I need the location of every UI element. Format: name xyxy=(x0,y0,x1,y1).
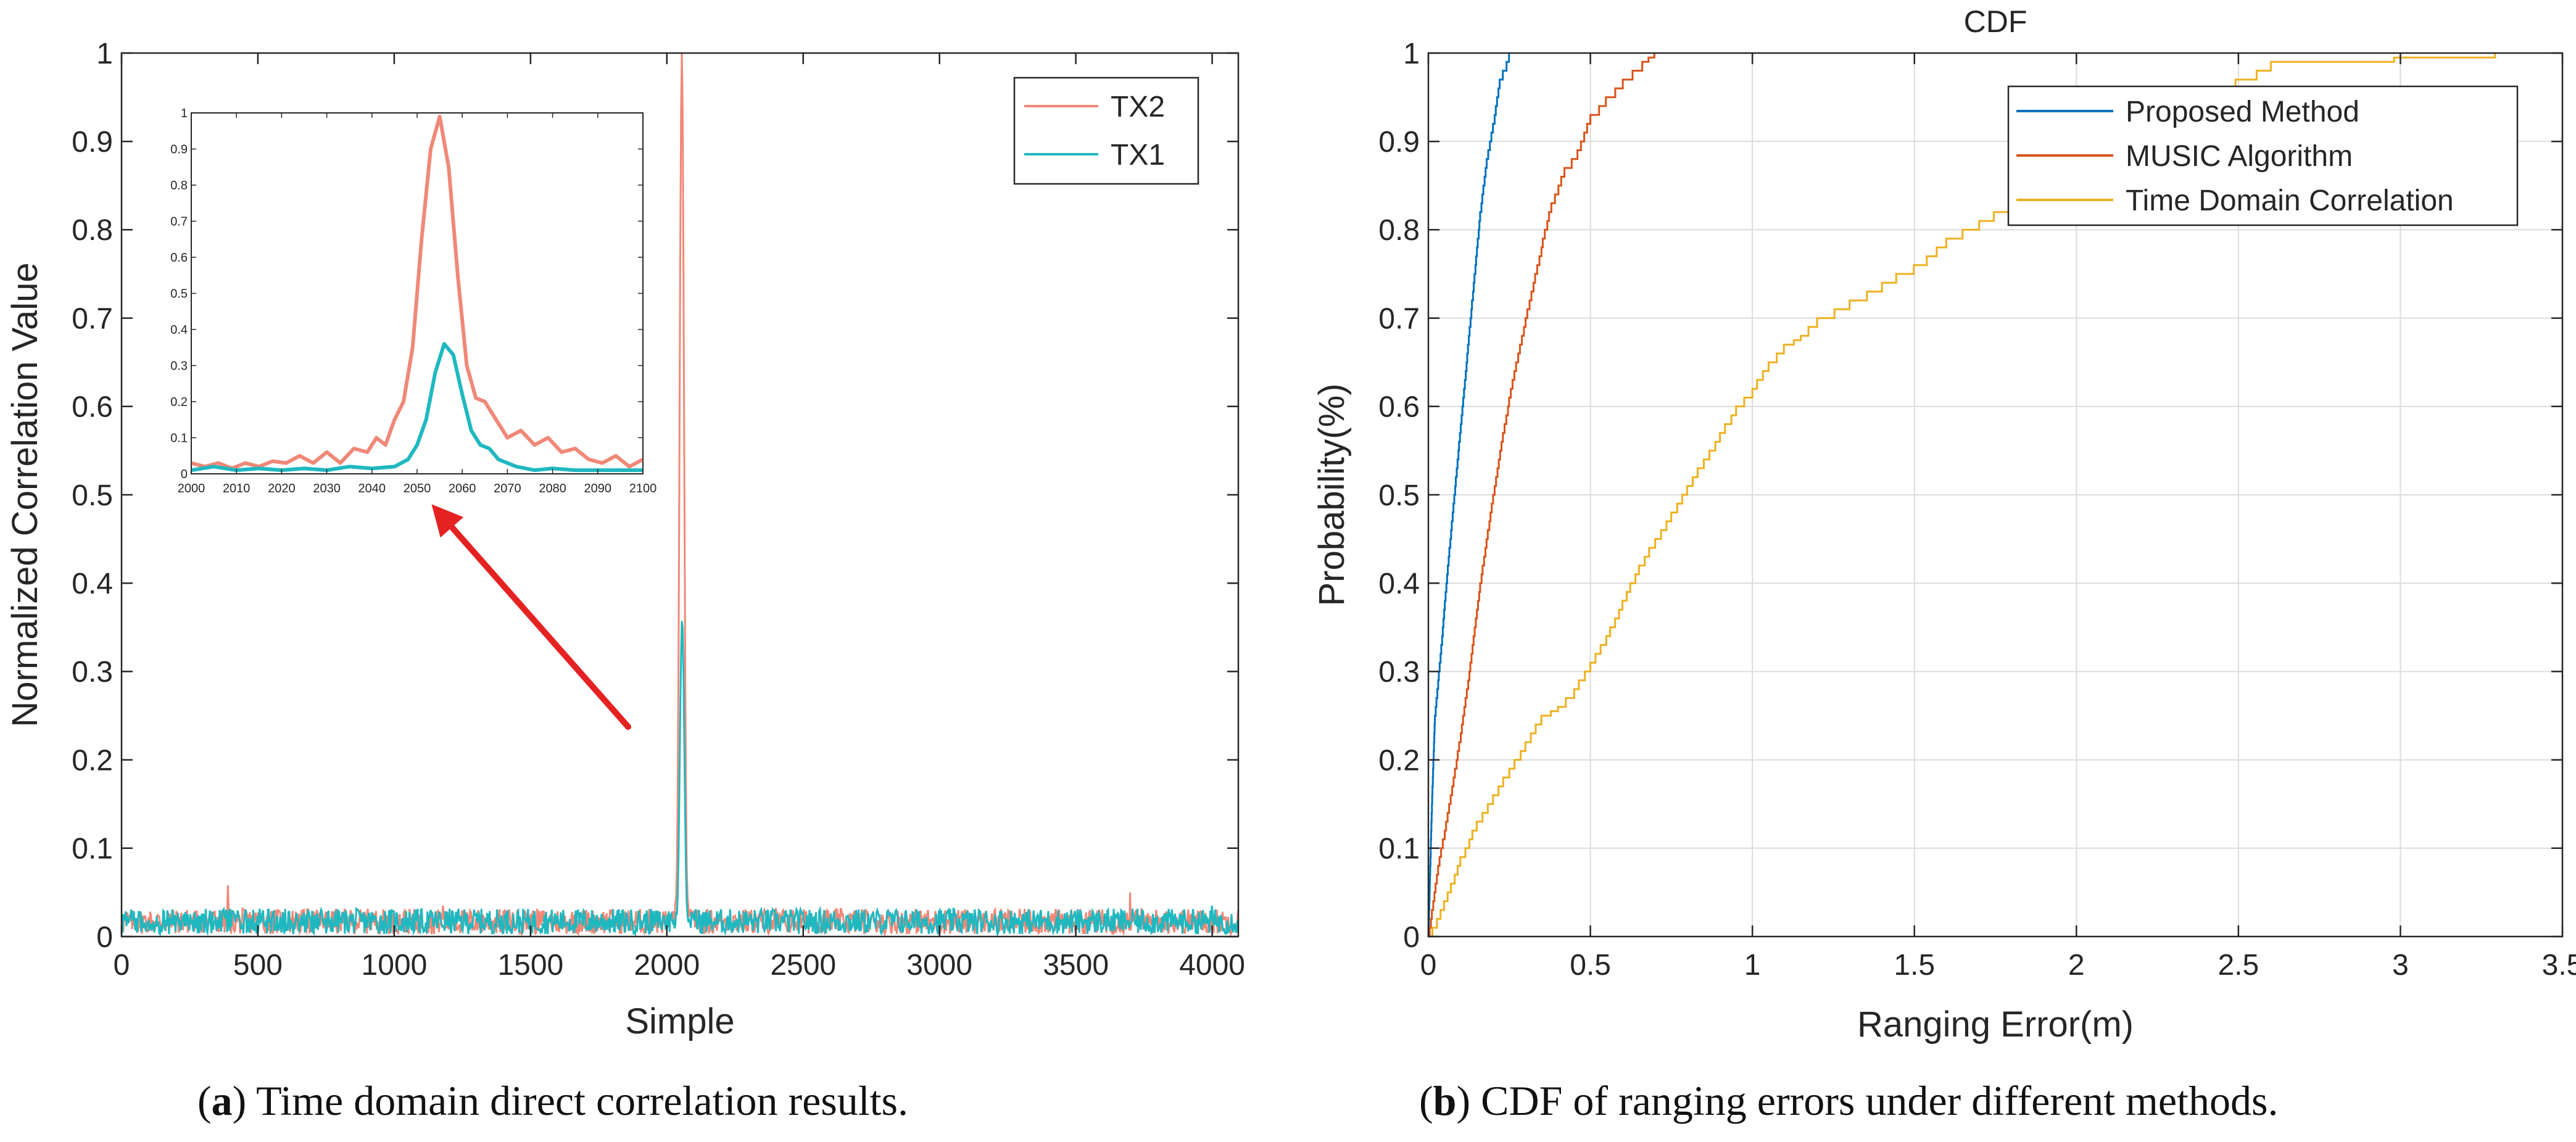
chart-a-ytick-label: 0.6 xyxy=(72,391,113,424)
chart-a-time-domain-correlation: 0 500 1000 1500 2000 2500 3000 3500 4000 0 0.1 0.2 0… xyxy=(5,38,1245,1041)
chart-a-xtick-label: 2500 xyxy=(770,949,836,982)
chart-a-xtick-label: 3000 xyxy=(906,949,972,982)
caption-a-letter: a xyxy=(211,1077,233,1124)
chart-b-ytick-label: 0.5 xyxy=(1378,479,1420,512)
chart-b-ytick-label: 0 xyxy=(1403,921,1420,954)
zoom-arrow xyxy=(431,504,631,730)
inset-ytick-label: 0.8 xyxy=(170,179,188,192)
chart-b-ytick-label: 0.1 xyxy=(1378,833,1420,866)
legend-b-label-proposed: Proposed Method xyxy=(2126,96,2359,128)
chart-a-series-tx1 xyxy=(122,621,1238,937)
inset-ytick-label: 1 xyxy=(181,107,188,120)
chart-b-ytick-label: 1 xyxy=(1403,38,1420,70)
inset-ytick-label: 0.3 xyxy=(170,360,188,373)
chart-a-ytick-label: 0.7 xyxy=(72,302,113,335)
inset-xtick-label: 2060 xyxy=(449,482,476,495)
chart-a-ytick-label: 0 xyxy=(96,921,113,954)
chart-a-ytick-label: 0.9 xyxy=(72,126,113,159)
chart-a-inset: 2000 2010 2020 2030 2040 2050 2060 2070 2080 2090… xyxy=(170,107,656,495)
caption-b-letter: b xyxy=(1433,1077,1457,1124)
inset-series-tx2 xyxy=(191,114,643,471)
chart-b-xtick-label: 2.5 xyxy=(2218,949,2259,982)
inset-ytick-label: 0.1 xyxy=(170,432,188,445)
chart-a-xtick-label: 1500 xyxy=(497,949,563,982)
chart-b-legend: Proposed Method MUSIC Algorithm Time Dom… xyxy=(2007,85,2519,226)
chart-b-ytick-label: 0.7 xyxy=(1378,302,1420,335)
inset-xtick-label: 2010 xyxy=(223,482,251,495)
chart-a-ytick-label: 0.2 xyxy=(72,744,113,777)
chart-b-xtick-label: 1 xyxy=(1744,949,1761,982)
chart-a-ytick-label: 0.4 xyxy=(72,568,113,600)
chart-b-xtick-label: 0 xyxy=(1420,949,1437,982)
chart-b-cdf: 0 0.5 1 1.5 2 2.5 3 3.5 0 0.1 0.2 0.3 0.4 0.5 0.6 0.7 0.… xyxy=(1312,4,2576,1045)
chart-b-xtick-label: 1.5 xyxy=(1894,949,1935,982)
inset-ytick-label: 0.7 xyxy=(170,215,188,229)
legend-a-box xyxy=(1013,77,1199,185)
chart-b-ytick-label: 0.6 xyxy=(1378,391,1420,424)
chart-a-ytick-label: 0.8 xyxy=(72,214,113,247)
chart-a-ytick-label: 1 xyxy=(96,38,113,70)
chart-a-xtick-label: 2000 xyxy=(634,949,700,982)
chart-b-ytick-label: 0.9 xyxy=(1378,126,1420,159)
legend-b-label-tdc: Time Domain Correlation xyxy=(2126,184,2454,217)
inset-ytick-label: 0.9 xyxy=(170,143,188,157)
chart-a-ytick-label: 0.5 xyxy=(72,479,113,512)
inset-xtick-label: 2070 xyxy=(494,482,521,495)
inset-ytick-label: 0.2 xyxy=(170,395,188,409)
chart-a-ylabel: Normalized Correlation Value xyxy=(5,262,45,727)
chart-b-ytick-label: 0.4 xyxy=(1378,568,1420,600)
inset-xtick-label: 2100 xyxy=(629,482,657,495)
legend-b-label-music: MUSIC Algorithm xyxy=(2126,140,2353,173)
chart-b-xtick-label: 3.5 xyxy=(2542,949,2576,982)
chart-a-xtick-label: 4000 xyxy=(1179,949,1245,982)
chart-b-ytick-label: 0.2 xyxy=(1378,744,1420,777)
legend-a-label-tx1: TX1 xyxy=(1111,139,1165,172)
chart-b-ylabel: Probability(%) xyxy=(1312,384,1352,606)
legend-a-label-tx2: TX2 xyxy=(1111,91,1165,123)
inset-xtick-label: 2040 xyxy=(358,482,386,495)
chart-a-xlabel: Simple xyxy=(625,1001,734,1041)
caption-a: (a) Time domain direct correlation resul… xyxy=(197,1077,909,1124)
chart-a-xtick-label: 3500 xyxy=(1043,949,1109,982)
inset-xtick-label: 2030 xyxy=(313,482,341,495)
chart-b-xtick-label: 3 xyxy=(2392,949,2409,982)
caption-a-text: Time domain direct correlation results. xyxy=(246,1077,909,1124)
inset-ytick-label: 0 xyxy=(181,468,188,481)
chart-b-xlabel: Ranging Error(m) xyxy=(1857,1004,2134,1045)
caption-b-text: CDF of ranging errors under different me… xyxy=(1470,1077,2279,1124)
inset-series-tx1 xyxy=(191,342,643,473)
inset-ytick-label: 0.4 xyxy=(170,323,188,337)
chart-b-ytick-label: 0.3 xyxy=(1378,656,1420,689)
inset-xtick-label: 2050 xyxy=(404,482,431,495)
chart-a-ytick-label: 0.3 xyxy=(72,656,113,689)
chart-b-xtick-label: 0.5 xyxy=(1570,949,1611,982)
inset-xtick-label: 2080 xyxy=(539,482,566,495)
caption-b: (b) CDF of ranging errors under differen… xyxy=(1419,1077,2279,1124)
inset-ytick-label: 0.6 xyxy=(170,251,188,265)
chart-b-series-music-algorithm xyxy=(1428,53,1655,937)
chart-a-legend: TX2 TX1 xyxy=(1013,77,1199,185)
chart-b-ytick-label: 0.8 xyxy=(1378,214,1420,247)
inset-xtick-label: 2000 xyxy=(178,482,205,495)
chart-b-title: CDF xyxy=(1964,4,2027,39)
chart-a-xtick-label: 500 xyxy=(233,949,283,982)
chart-a-series-tx2 xyxy=(122,53,1238,937)
inset-ytick-label: 0.5 xyxy=(170,288,188,301)
inset-xtick-label: 2020 xyxy=(268,482,296,495)
inset-xtick-label: 2090 xyxy=(584,482,612,495)
chart-b-series-proposed-method xyxy=(1428,53,1510,937)
chart-a-xtick-label: 0 xyxy=(114,949,130,982)
chart-b-xtick-label: 2 xyxy=(2068,949,2085,982)
chart-a-ytick-label: 0.1 xyxy=(72,833,113,866)
chart-a-xtick-label: 1000 xyxy=(362,949,428,982)
